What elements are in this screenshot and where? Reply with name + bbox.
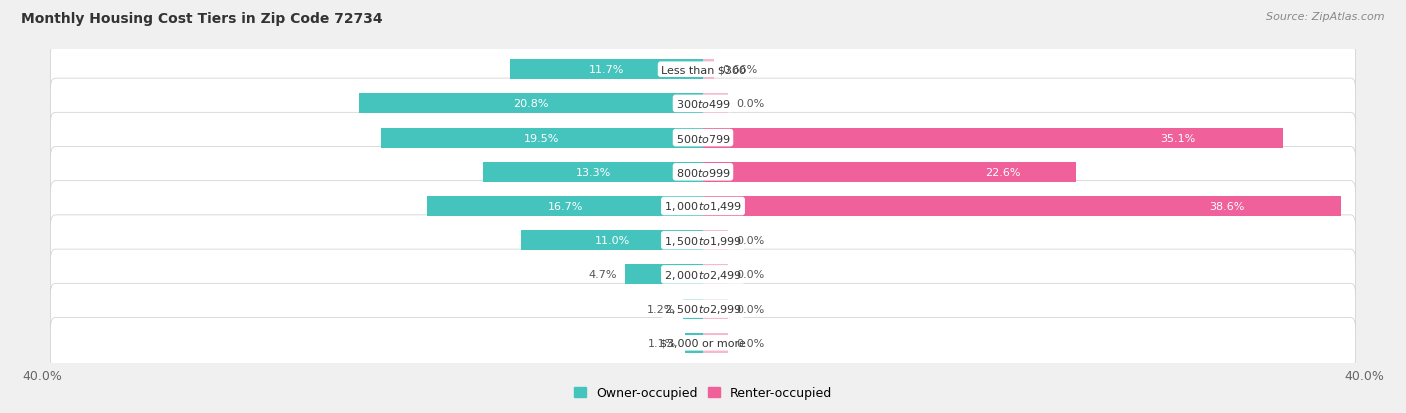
Bar — [427, 197, 703, 216]
Text: $1,000 to $1,499: $1,000 to $1,499 — [664, 200, 742, 213]
Text: 35.1%: 35.1% — [1160, 133, 1197, 143]
Legend: Owner-occupied, Renter-occupied: Owner-occupied, Renter-occupied — [568, 381, 838, 404]
Text: $2,500 to $2,999: $2,500 to $2,999 — [664, 302, 742, 316]
Text: 20.8%: 20.8% — [513, 99, 548, 109]
FancyBboxPatch shape — [51, 249, 1355, 300]
FancyBboxPatch shape — [51, 147, 1355, 198]
Text: Monthly Housing Cost Tiers in Zip Code 72734: Monthly Housing Cost Tiers in Zip Code 7… — [21, 12, 382, 26]
Bar — [703, 94, 728, 114]
Bar — [360, 94, 703, 114]
Text: 0.0%: 0.0% — [737, 99, 765, 109]
Bar — [381, 128, 703, 148]
Text: $3,000 or more: $3,000 or more — [661, 338, 745, 348]
Text: 1.2%: 1.2% — [647, 304, 675, 314]
Bar — [683, 299, 703, 319]
FancyBboxPatch shape — [51, 215, 1355, 266]
Text: $300 to $499: $300 to $499 — [675, 98, 731, 110]
Text: 16.7%: 16.7% — [547, 202, 582, 211]
Bar — [510, 60, 703, 80]
Bar — [703, 197, 1341, 216]
Text: 0.0%: 0.0% — [737, 236, 765, 246]
FancyBboxPatch shape — [51, 79, 1355, 129]
Text: 13.3%: 13.3% — [575, 167, 610, 177]
Text: 19.5%: 19.5% — [524, 133, 560, 143]
Bar — [703, 231, 728, 251]
Text: 1.1%: 1.1% — [648, 338, 676, 348]
Bar — [703, 162, 1077, 182]
Text: 0.66%: 0.66% — [723, 65, 758, 75]
Text: Less than $300: Less than $300 — [661, 65, 745, 75]
Text: $500 to $799: $500 to $799 — [675, 132, 731, 144]
Bar — [703, 128, 1282, 148]
Bar — [703, 265, 728, 285]
Text: 0.0%: 0.0% — [737, 338, 765, 348]
Bar — [703, 299, 728, 319]
Text: 4.7%: 4.7% — [589, 270, 617, 280]
Bar — [685, 333, 703, 353]
Text: 38.6%: 38.6% — [1209, 202, 1246, 211]
Text: 11.0%: 11.0% — [595, 236, 630, 246]
Bar — [703, 333, 728, 353]
FancyBboxPatch shape — [51, 45, 1355, 95]
Text: $2,000 to $2,499: $2,000 to $2,499 — [664, 268, 742, 281]
Bar — [626, 265, 703, 285]
Bar — [522, 231, 703, 251]
FancyBboxPatch shape — [51, 113, 1355, 164]
Text: 0.0%: 0.0% — [737, 270, 765, 280]
FancyBboxPatch shape — [51, 181, 1355, 232]
Text: Source: ZipAtlas.com: Source: ZipAtlas.com — [1267, 12, 1385, 22]
FancyBboxPatch shape — [51, 318, 1355, 368]
FancyBboxPatch shape — [51, 284, 1355, 334]
Text: $800 to $999: $800 to $999 — [675, 166, 731, 178]
Bar — [484, 162, 703, 182]
Text: $1,500 to $1,999: $1,500 to $1,999 — [664, 234, 742, 247]
Bar — [703, 60, 714, 80]
Text: 11.7%: 11.7% — [589, 65, 624, 75]
Text: 22.6%: 22.6% — [984, 167, 1021, 177]
Text: 0.0%: 0.0% — [737, 304, 765, 314]
